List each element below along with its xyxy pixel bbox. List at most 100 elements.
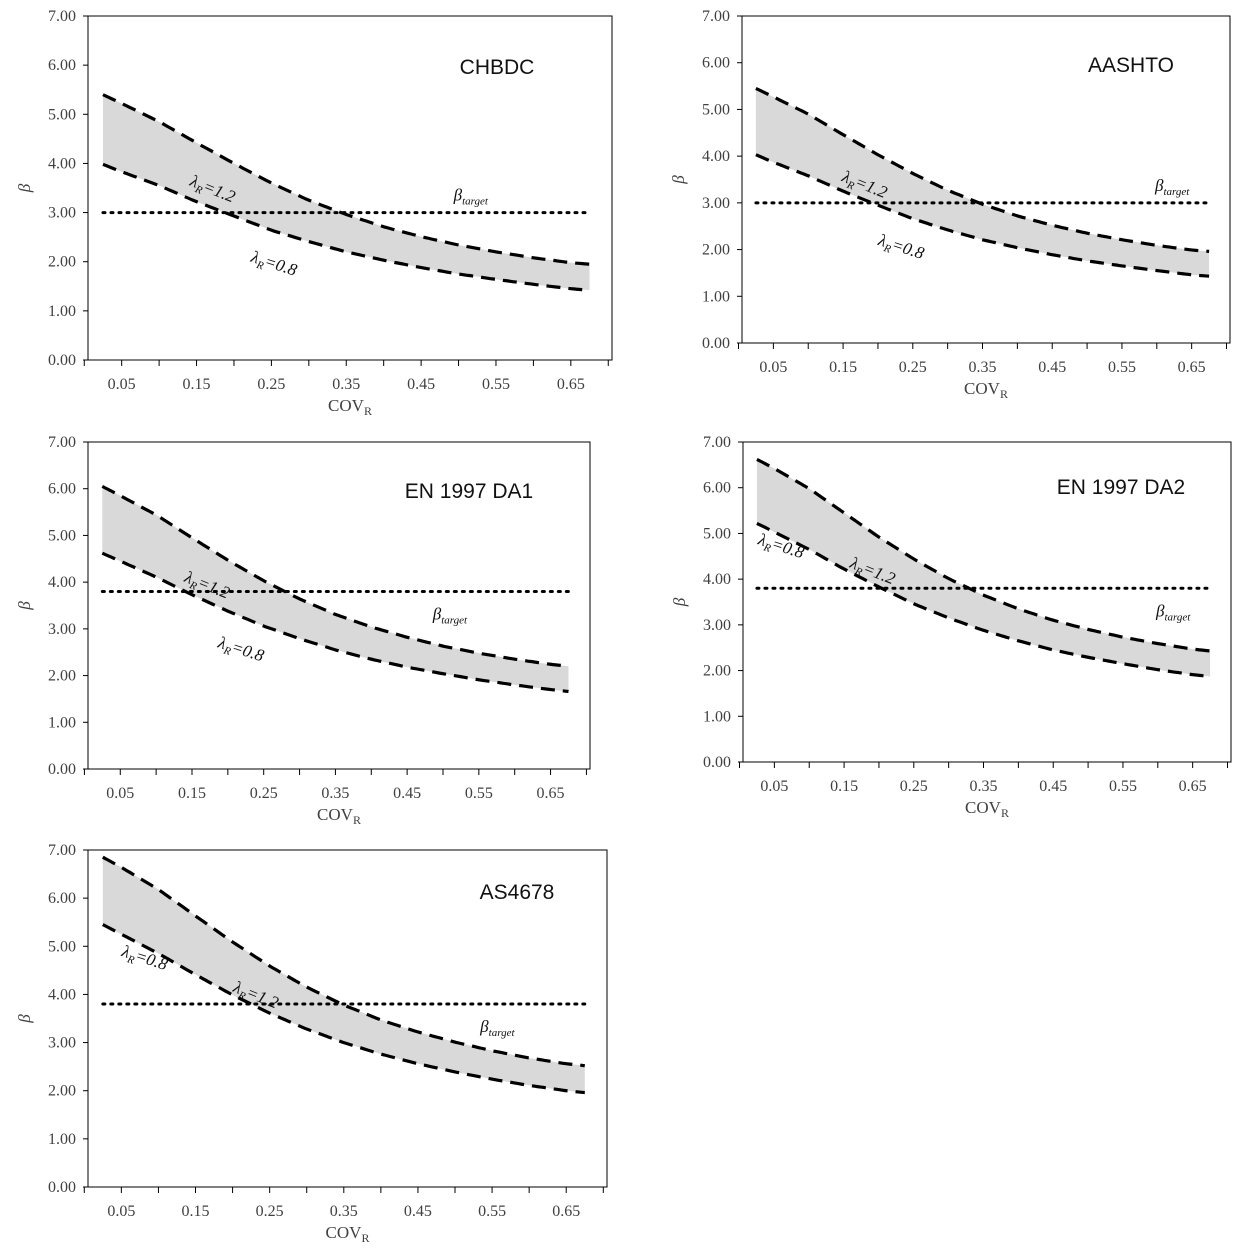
x-tick-label: 0.05 <box>759 359 787 376</box>
x-tick-label: 0.45 <box>1038 359 1066 376</box>
design-code-title: EN 1997 DA2 <box>1057 476 1185 499</box>
y-tick-label: 1.00 <box>703 708 731 725</box>
y-tick-label: 6.00 <box>48 890 76 907</box>
series-line-lambda-1-2 <box>101 484 569 668</box>
series-label-lambda-1-2-sub: R <box>236 989 248 1003</box>
y-tick-label: 1.00 <box>48 714 76 731</box>
x-tick-label: 0.65 <box>1179 778 1207 795</box>
y-tick-label: 0.00 <box>703 754 731 771</box>
y-tick-label: 4.00 <box>48 986 76 1003</box>
y-tick-label: 6.00 <box>48 481 76 498</box>
x-tick-label: 0.25 <box>900 778 928 795</box>
y-tick-label: 5.00 <box>702 101 730 118</box>
y-axis-label: β <box>669 175 688 185</box>
y-tick-label: 3.00 <box>48 621 76 638</box>
target-label-sub: target <box>1164 611 1191 623</box>
x-tick-label: 0.05 <box>106 785 134 802</box>
target-label-sub: target <box>1163 186 1190 198</box>
target-label-main: β <box>1155 601 1165 620</box>
reliability-band <box>103 94 590 291</box>
series-label-lambda-1-2-sub: R <box>852 565 864 579</box>
x-tick-label: 0.65 <box>552 1203 580 1220</box>
y-tick-label: 7.00 <box>48 8 76 25</box>
series-line-lambda-1-2 <box>102 93 590 266</box>
y-axis-label: β <box>15 183 34 193</box>
y-tick-label: 5.00 <box>48 106 76 123</box>
y-tick-label: 3.00 <box>702 195 730 212</box>
y-tick-label: 2.00 <box>703 663 731 680</box>
target-label-sub: target <box>462 196 489 208</box>
series-line-lambda-0-8 <box>756 521 1211 679</box>
y-tick-label: 0.00 <box>702 335 730 352</box>
x-tick-label: 0.25 <box>257 376 285 393</box>
x-tick-label: 0.45 <box>407 376 435 393</box>
x-tick-label: 0.25 <box>250 785 278 802</box>
x-tick-label: 0.45 <box>393 785 421 802</box>
y-tick-label: 2.00 <box>48 668 76 685</box>
target-label: βtarget <box>1155 601 1191 623</box>
x-tick-label: 0.45 <box>1039 778 1067 795</box>
y-tick-label: 7.00 <box>48 434 76 451</box>
chart-panel-aashto: 0.00 1.00 2.00 3.00 4.00 5.00 6.00 7.00 0.05 0.15… <box>620 0 1237 425</box>
y-axis-label: β <box>670 597 689 607</box>
series-line-lambda-1-2 <box>756 457 1211 653</box>
x-tick-label: 0.35 <box>321 785 349 802</box>
x-axis-label-sub: R <box>364 404 372 418</box>
x-tick-label: 0.45 <box>404 1203 432 1220</box>
series-line-lambda-0-8 <box>102 923 585 1095</box>
x-axis-label-sub: R <box>361 1231 369 1245</box>
x-axis-label: COVR <box>965 798 1009 820</box>
series-label-lambda-1-2-sub: R <box>192 183 204 197</box>
target-label-main: β <box>479 1017 489 1036</box>
x-axis-label: COVR <box>964 379 1008 401</box>
x-tick-label: 0.35 <box>330 1203 358 1220</box>
x-tick-label: 0.55 <box>465 785 493 802</box>
chart-svg-as4678: 0.00 1.00 2.00 3.00 4.00 5.00 6.00 7.00 0.05 0.15… <box>15 842 608 1245</box>
chart-panel-en1997-da1: 0.00 1.00 2.00 3.00 4.00 5.00 6.00 7.00 0.05 0.15… <box>0 425 620 835</box>
target-label-sub: target <box>441 614 468 626</box>
x-tick-label: 0.15 <box>183 376 211 393</box>
x-tick-label: 0.05 <box>107 1203 135 1220</box>
x-tick-label: 0.35 <box>970 778 998 795</box>
y-tick-label: 4.00 <box>48 574 76 591</box>
reliability-band <box>102 857 585 1093</box>
reliability-band <box>102 486 569 692</box>
series-label-lambda-0-8-sub: R <box>881 242 892 256</box>
design-code-title: AS4678 <box>480 881 555 904</box>
y-tick-label: 3.00 <box>703 617 731 634</box>
y-tick-label: 6.00 <box>48 57 76 74</box>
target-label: βtarget <box>453 186 489 208</box>
x-axis-label: COVR <box>328 396 372 418</box>
chart-panel-chbdc: 0.00 1.00 2.00 3.00 4.00 5.00 6.00 7.00 0.05 0.15… <box>0 0 620 425</box>
plot-area <box>87 441 591 770</box>
series-label-lambda-0-8-sub: R <box>221 644 232 658</box>
y-tick-label: 7.00 <box>702 8 730 25</box>
x-axis-label-main: COV <box>326 1223 363 1242</box>
x-tick-label: 0.35 <box>969 359 997 376</box>
y-tick-label: 2.00 <box>702 242 730 259</box>
y-tick-label: 5.00 <box>48 938 76 955</box>
design-code-title: EN 1997 DA1 <box>405 480 533 503</box>
target-label-main: β <box>432 604 442 623</box>
series-label-lambda-0-8-sub: R <box>254 259 265 273</box>
y-tick-label: 3.00 <box>48 205 76 222</box>
series-label-lambda-0-8-sub: R <box>761 541 772 555</box>
x-tick-label: 0.55 <box>478 1203 506 1220</box>
x-tick-label: 0.55 <box>1108 359 1136 376</box>
y-tick-label: 7.00 <box>48 842 76 859</box>
y-tick-label: 4.00 <box>48 155 76 172</box>
x-tick-label: 0.25 <box>256 1203 284 1220</box>
y-tick-label: 6.00 <box>702 55 730 72</box>
y-tick-label: 0.00 <box>48 761 76 778</box>
x-axis-label: COVR <box>326 1223 370 1245</box>
y-tick-label: 0.00 <box>48 352 76 369</box>
x-axis-label-main: COV <box>965 798 1002 817</box>
y-tick-label: 0.00 <box>48 1179 76 1196</box>
x-tick-label: 0.65 <box>1178 359 1206 376</box>
y-tick-label: 2.00 <box>48 1083 76 1100</box>
x-axis-label-sub: R <box>1001 806 1009 820</box>
y-tick-label: 2.00 <box>48 254 76 271</box>
series-label-lambda-1-2: λR=1.2 <box>180 567 233 606</box>
series-label-lambda-1-2-sub: R <box>187 579 199 593</box>
chart-panel-as4678: 0.00 1.00 2.00 3.00 4.00 5.00 6.00 7.00 0.05 0.15… <box>0 835 620 1247</box>
